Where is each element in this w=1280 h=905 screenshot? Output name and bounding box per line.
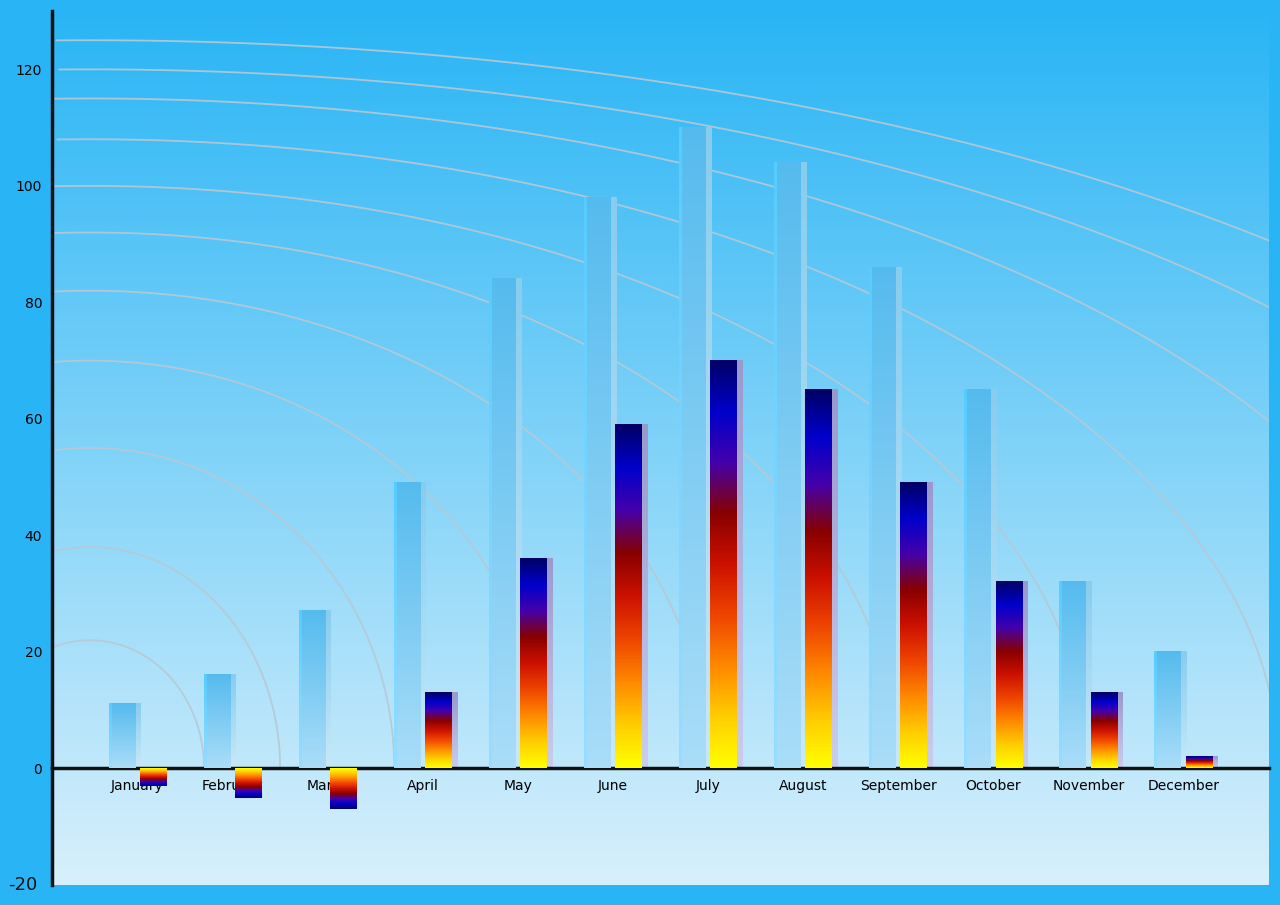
Text: -20: -20 (9, 876, 37, 894)
